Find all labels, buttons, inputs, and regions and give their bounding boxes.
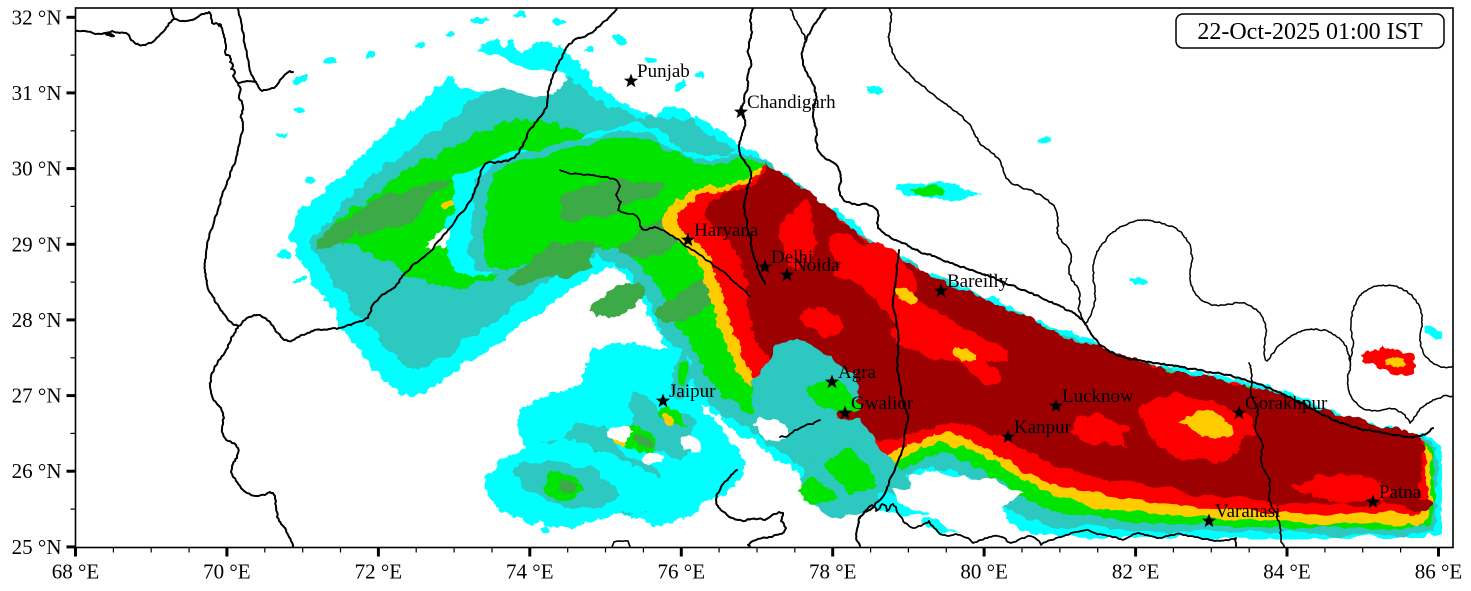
svg-text:Bareilly: Bareilly (947, 271, 1009, 292)
svg-text:72 °E: 72 °E (355, 560, 402, 584)
svg-text:Agra: Agra (838, 362, 877, 383)
svg-text:Gorakhpur: Gorakhpur (1245, 393, 1328, 414)
svg-text:Chandigarh: Chandigarh (747, 92, 836, 113)
svg-text:80 °E: 80 °E (960, 560, 1007, 584)
svg-text:Noida: Noida (793, 255, 840, 276)
svg-text:78 °E: 78 °E (809, 560, 856, 584)
svg-text:31 °N: 31 °N (12, 81, 62, 105)
svg-text:Jaipur: Jaipur (669, 381, 716, 402)
svg-text:Lucknow: Lucknow (1062, 386, 1134, 407)
svg-text:Punjab: Punjab (637, 61, 690, 82)
svg-text:82 °E: 82 °E (1112, 560, 1159, 584)
svg-text:Patna: Patna (1379, 482, 1422, 503)
svg-text:70 °E: 70 °E (203, 560, 250, 584)
svg-text:32 °N: 32 °N (12, 5, 62, 29)
svg-text:26 °N: 26 °N (12, 459, 62, 483)
svg-text:84 °E: 84 °E (1263, 560, 1310, 584)
svg-text:27 °N: 27 °N (12, 384, 62, 408)
svg-text:29 °N: 29 °N (12, 232, 62, 256)
svg-text:28 °N: 28 °N (12, 308, 62, 332)
svg-text:Varanasi: Varanasi (1215, 501, 1280, 522)
svg-text:74 °E: 74 °E (506, 560, 553, 584)
svg-text:76 °E: 76 °E (658, 560, 705, 584)
svg-text:Haryana: Haryana (694, 220, 759, 241)
svg-text:Gwalior: Gwalior (851, 393, 914, 414)
svg-text:25 °N: 25 °N (12, 535, 62, 559)
svg-text:Kanpur: Kanpur (1014, 417, 1072, 438)
svg-text:30 °N: 30 °N (12, 157, 62, 181)
svg-text:22-Oct-2025 01:00 IST: 22-Oct-2025 01:00 IST (1197, 19, 1423, 45)
svg-text:86 °E: 86 °E (1415, 560, 1462, 584)
svg-text:68 °E: 68 °E (52, 560, 99, 584)
svg-text:Delhi: Delhi (771, 247, 813, 268)
